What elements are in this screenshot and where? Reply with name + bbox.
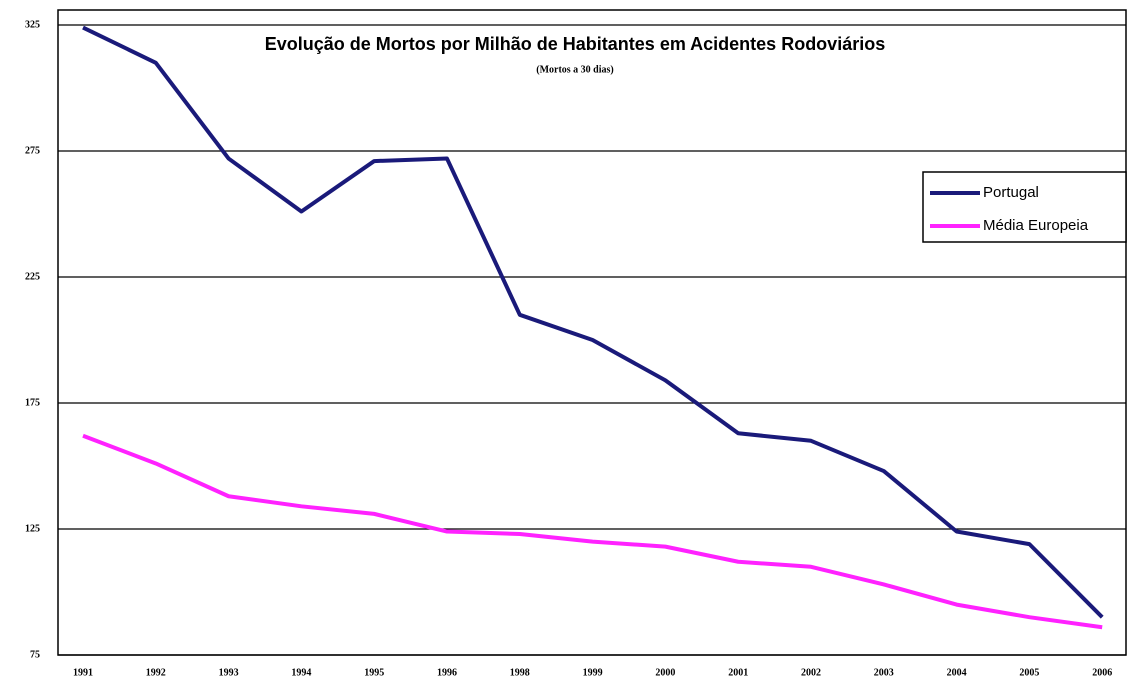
- x-tick-label: 1996: [437, 667, 457, 678]
- x-tick-label: 2000: [655, 667, 675, 678]
- y-tick-label: 325: [25, 19, 40, 30]
- x-tick-label: 1993: [219, 667, 239, 678]
- series-line: [82, 433, 1103, 630]
- legend: [922, 171, 1127, 243]
- y-tick-label: 75: [30, 649, 40, 660]
- chart-subtitle: (Mortos a 30 dias): [536, 64, 614, 75]
- grid: [58, 24, 1126, 656]
- x-tick-label: 2005: [1019, 667, 1039, 678]
- y-tick-label: 225: [25, 271, 40, 282]
- series-line: [82, 25, 1104, 619]
- x-tick-label: 2004: [947, 667, 967, 678]
- x-tick-label: 2002: [801, 667, 821, 678]
- x-tick-label: 1992: [146, 667, 166, 678]
- x-tick-label: 1995: [364, 667, 384, 678]
- x-tick-label: 2006: [1092, 667, 1112, 678]
- y-tick-label: 175: [25, 397, 40, 408]
- legend-label: Portugal: [983, 184, 1039, 201]
- x-tick-label: 1994: [291, 667, 311, 678]
- x-tick-label: 2001: [728, 667, 748, 678]
- x-tick-label: 2003: [874, 667, 894, 678]
- plot-area: [57, 9, 1127, 656]
- x-tick-label: 1999: [583, 667, 603, 678]
- y-tick-label: 275: [25, 145, 40, 156]
- x-tick-label: 1991: [73, 667, 93, 678]
- legend-label: Média Europeia: [983, 217, 1089, 234]
- x-tick-label: 1998: [510, 667, 530, 678]
- chart-title: Evolução de Mortos por Milhão de Habitan…: [265, 34, 885, 54]
- y-tick-label: 125: [25, 523, 40, 534]
